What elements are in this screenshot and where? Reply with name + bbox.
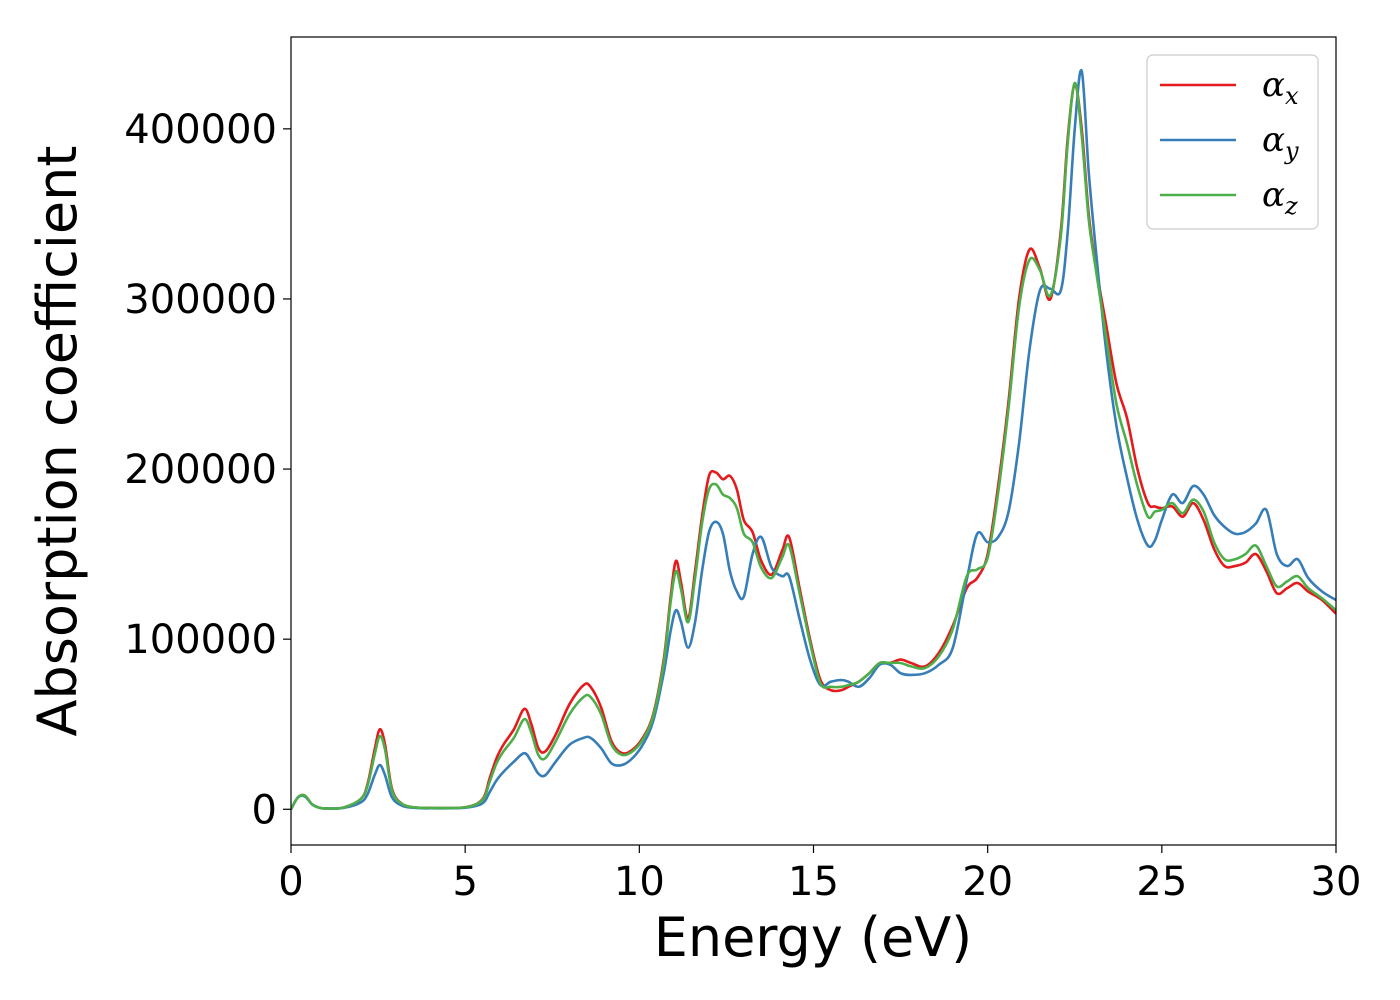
x-tick-label: 20 xyxy=(962,859,1013,905)
x-tick-label: 30 xyxy=(1311,859,1362,905)
series-line-z xyxy=(291,81,1336,810)
x-tick-label: 15 xyxy=(788,859,839,905)
y-tick-label: 0 xyxy=(252,787,277,833)
x-tick-label: 5 xyxy=(452,859,477,905)
y-tick-label: 100000 xyxy=(124,617,277,663)
legend-label-x: αx xyxy=(1262,65,1299,110)
y-axis-ticks: 0 100000 200000 300000 400000 xyxy=(124,107,291,833)
y-tick-label: 300000 xyxy=(124,277,277,323)
x-tick-label: 0 xyxy=(278,859,303,905)
y-tick-label: 200000 xyxy=(124,447,277,493)
x-tick-label: 25 xyxy=(1136,859,1187,905)
series-line-y xyxy=(291,68,1336,810)
x-axis-title: Energy (eV) xyxy=(654,906,973,969)
y-axis-title: Absorption coefficient xyxy=(26,146,89,737)
series-layer xyxy=(291,68,1336,810)
y-tick-label: 400000 xyxy=(124,107,277,153)
legend-label-y: αy xyxy=(1262,120,1299,165)
legend-box xyxy=(1146,54,1319,230)
x-axis-ticks: 0 5 10 15 20 25 30 xyxy=(278,845,1361,905)
x-tick-label: 10 xyxy=(614,859,665,905)
